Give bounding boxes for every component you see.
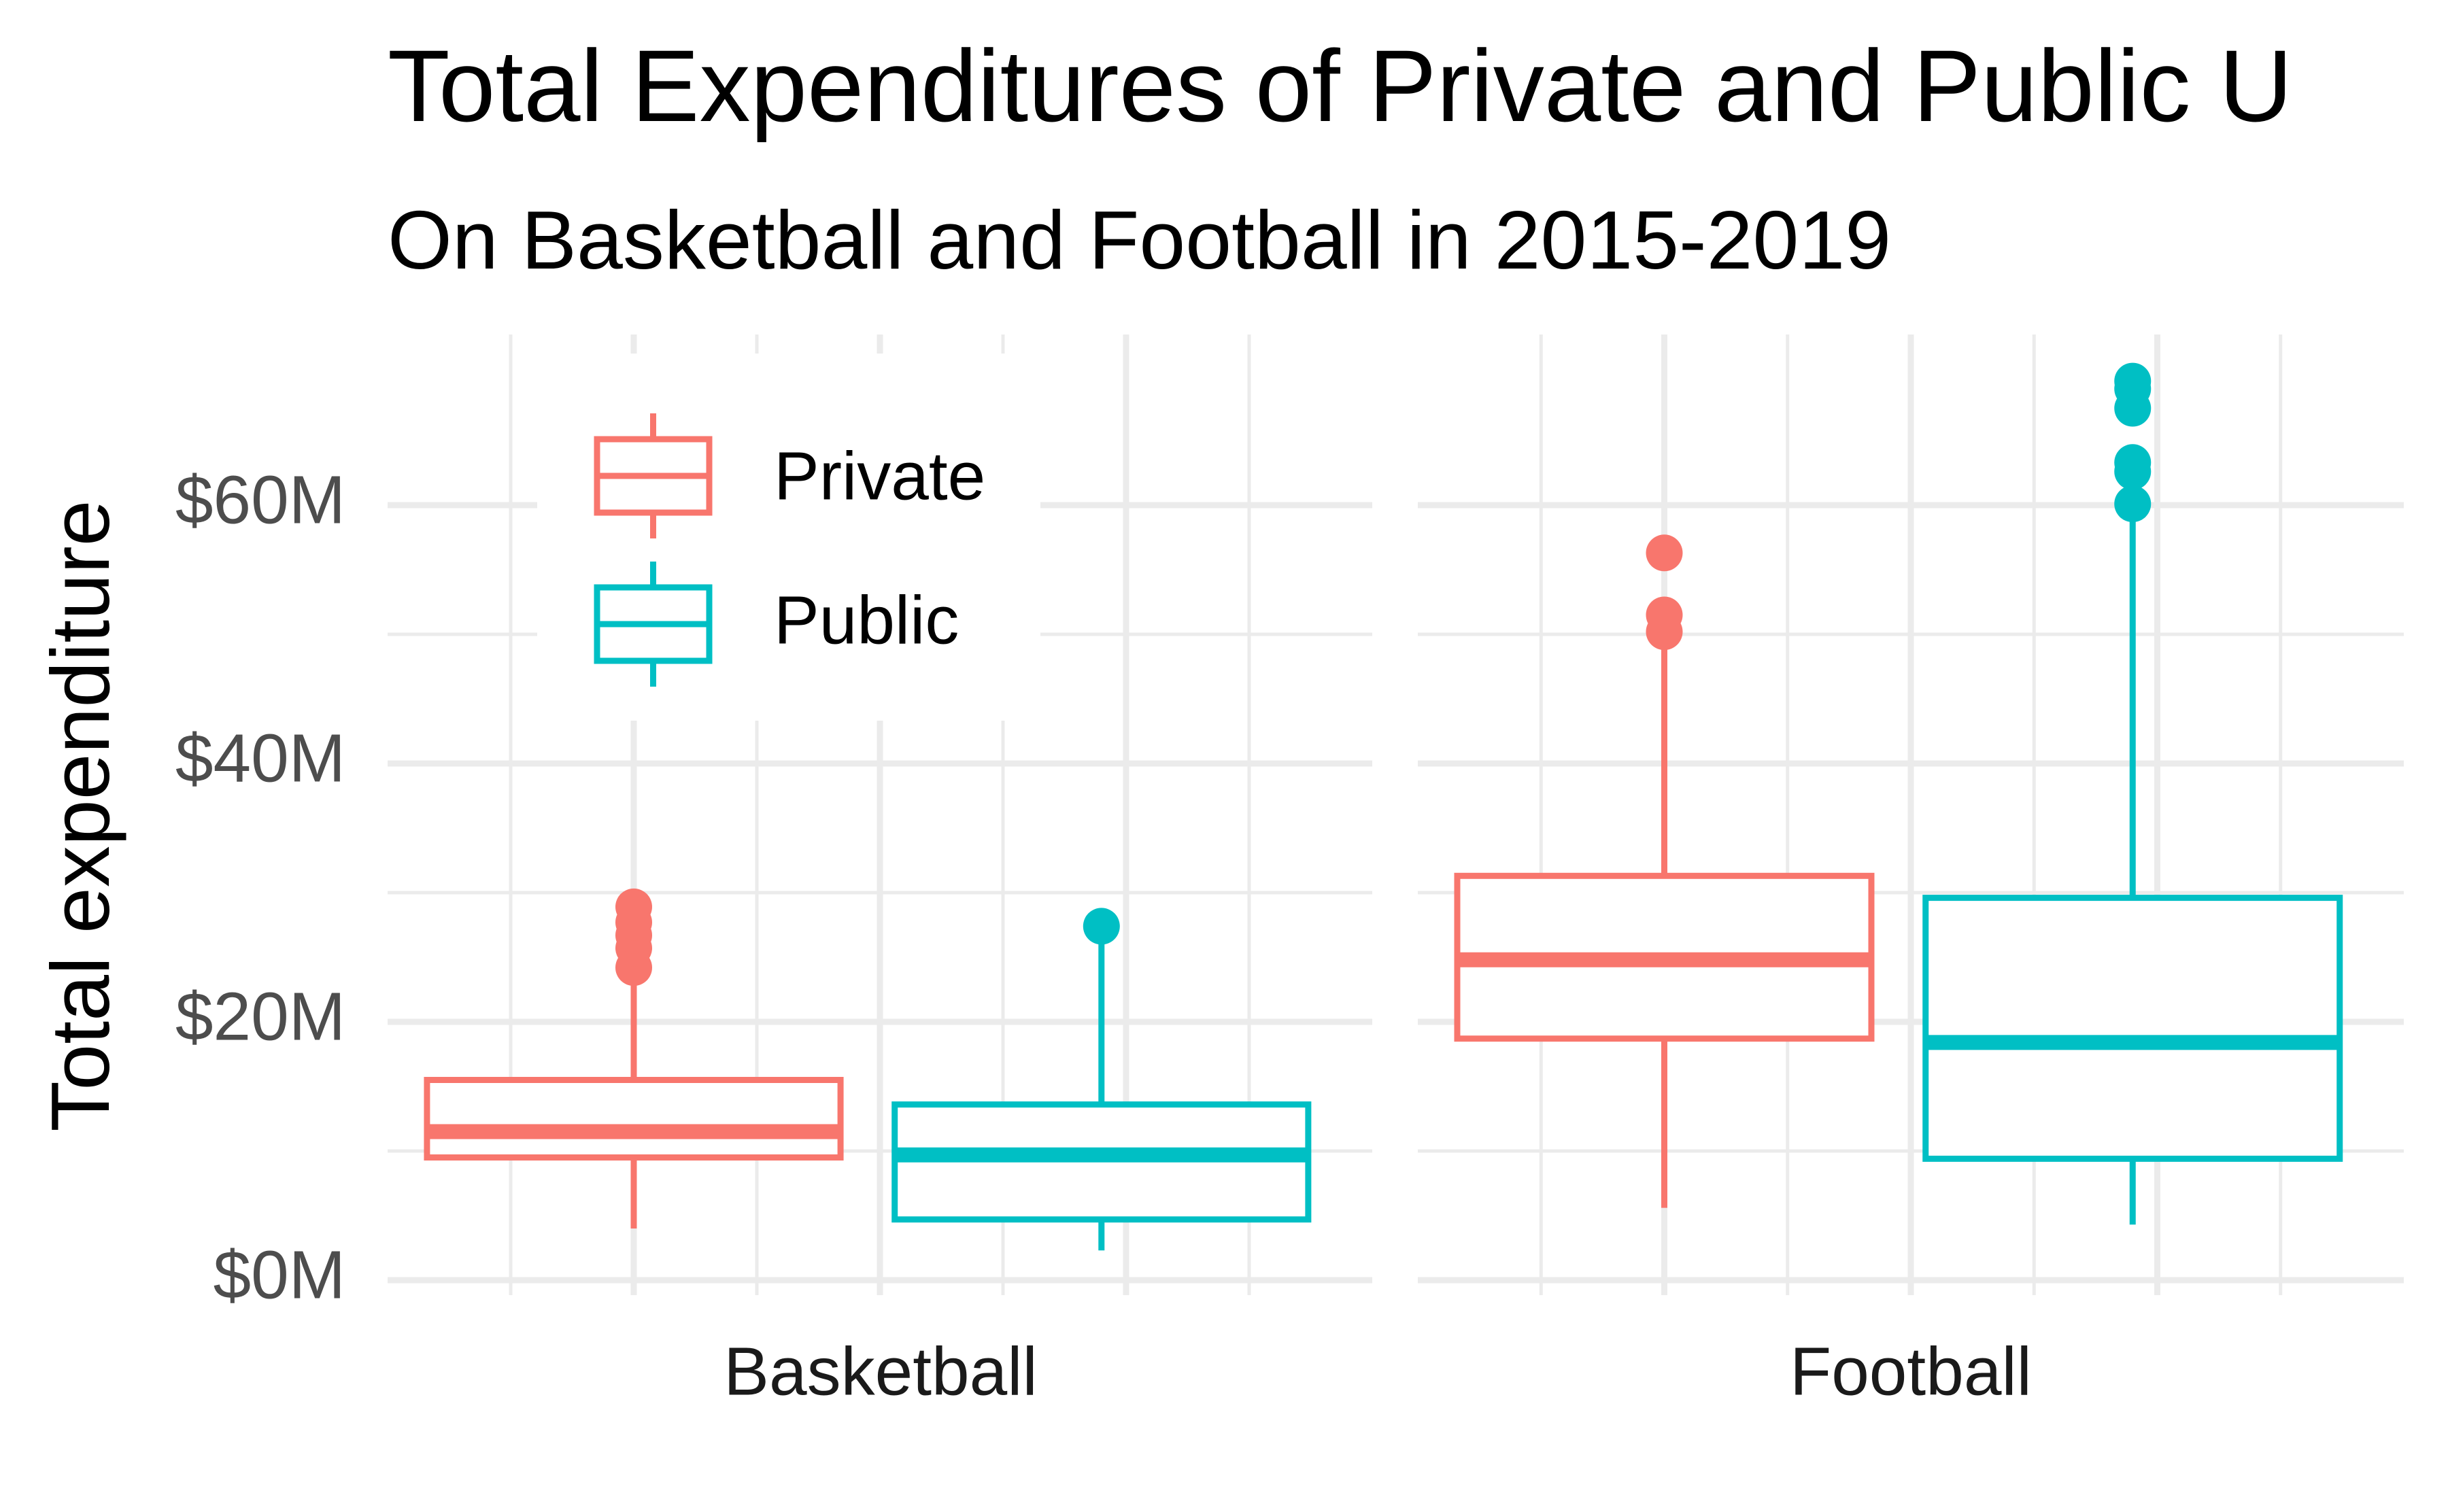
chart-subtitle: On Basketball and Football in 2015-2019	[388, 194, 1891, 286]
outlier-point	[615, 888, 652, 925]
y-tick-label: $0M	[213, 1237, 345, 1313]
outlier-point	[2114, 444, 2152, 481]
legend-key-private	[594, 413, 713, 538]
chart-title: Total Expenditures of Private and Public…	[388, 29, 2293, 143]
outlier-point	[2114, 362, 2152, 400]
panel-label-football: Football	[1790, 1333, 2032, 1409]
box-private	[424, 1077, 844, 1161]
outlier-point	[1646, 596, 1683, 634]
legend-key-public	[594, 562, 713, 687]
legend-label-public: Public	[774, 582, 959, 658]
panel-label-basketball: Basketball	[724, 1333, 1037, 1409]
box-layer	[424, 362, 2343, 1251]
legend-label-private: Private	[774, 438, 985, 514]
outlier-point	[1646, 534, 1683, 572]
y-tick-label: $20M	[175, 978, 345, 1054]
box-public	[1922, 895, 2343, 1162]
y-tick-labels: $0M $20M $40M $60M	[175, 462, 345, 1313]
legend-background	[537, 354, 1040, 721]
y-axis-label: Total expenditure	[34, 500, 126, 1131]
y-tick-label: $40M	[175, 720, 345, 796]
outlier-point	[1083, 908, 1120, 945]
outlier-point	[2114, 485, 2152, 523]
y-tick-label: $60M	[175, 462, 345, 538]
legend: Private Public	[537, 354, 1040, 721]
